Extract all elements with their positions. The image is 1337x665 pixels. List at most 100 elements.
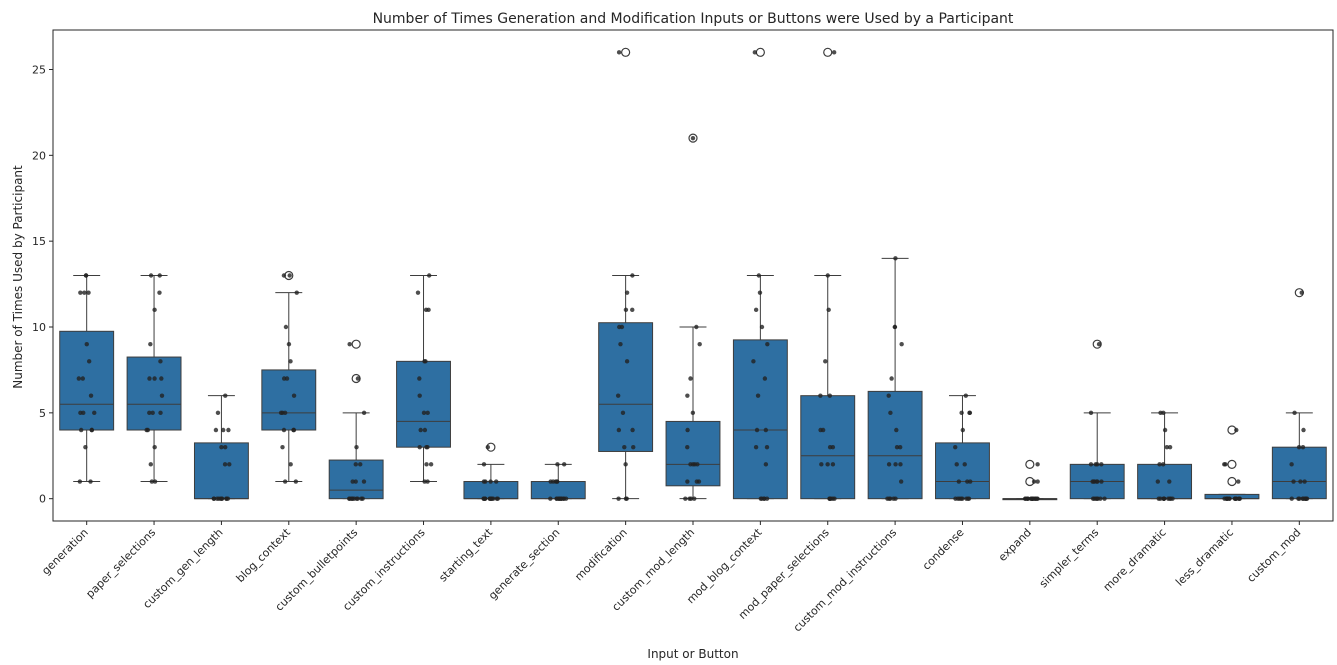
data-point	[1233, 496, 1238, 501]
data-point	[953, 444, 958, 450]
data-point	[358, 462, 363, 467]
data-point	[353, 479, 358, 484]
box	[396, 360, 451, 448]
data-point	[227, 462, 232, 467]
data-point	[624, 496, 629, 501]
data-point	[630, 427, 635, 433]
data-point	[763, 427, 769, 433]
data-point	[148, 273, 154, 278]
data-point	[147, 410, 152, 416]
box-group-expand	[1002, 459, 1058, 501]
data-point	[80, 376, 85, 381]
x-tick-label: less_dramatic	[1173, 526, 1236, 589]
box-group-blog_context	[261, 270, 317, 484]
box-group-custom_gen_length	[193, 393, 249, 501]
data-point	[893, 256, 898, 261]
data-point	[1296, 496, 1301, 501]
data-point	[886, 462, 892, 467]
data-point	[832, 496, 837, 501]
data-point	[893, 462, 898, 467]
data-point	[422, 479, 427, 484]
data-point	[827, 393, 833, 398]
x-tick-label: starting_text	[436, 525, 495, 584]
data-point	[818, 393, 823, 398]
data-point	[1157, 462, 1162, 467]
data-point	[423, 359, 428, 364]
data-point	[481, 479, 487, 484]
data-point	[89, 427, 94, 433]
data-point	[354, 444, 359, 450]
data-point	[955, 496, 961, 501]
data-point	[1302, 479, 1307, 484]
data-point	[86, 290, 91, 295]
box-group-mod_blog_context	[732, 47, 788, 501]
data-point	[1030, 496, 1036, 501]
box	[126, 356, 182, 431]
data-point	[211, 496, 216, 501]
data-point	[888, 410, 893, 416]
data-point	[214, 496, 220, 501]
data-point	[694, 324, 699, 330]
data-point	[825, 462, 830, 467]
data-point	[1099, 479, 1104, 484]
data-point	[894, 427, 899, 433]
data-point	[1223, 462, 1228, 467]
data-point	[350, 496, 355, 501]
data-point	[753, 444, 759, 450]
data-point	[559, 496, 564, 501]
data-point	[967, 410, 973, 416]
data-point	[417, 444, 422, 450]
data-point	[898, 462, 903, 467]
y-axis-title: Number of Times Used by Participant	[11, 165, 25, 389]
box	[59, 330, 115, 431]
data-point	[481, 462, 487, 467]
data-point	[831, 50, 837, 55]
data-point	[1092, 496, 1097, 501]
data-point	[683, 496, 688, 501]
data-point	[695, 462, 700, 467]
data-point	[223, 393, 228, 398]
data-point	[954, 462, 959, 467]
data-point	[1023, 496, 1028, 501]
data-point	[962, 462, 967, 467]
data-point	[361, 479, 367, 484]
data-point	[752, 50, 758, 55]
data-point	[92, 410, 97, 416]
data-point	[355, 496, 360, 501]
data-point	[619, 324, 625, 330]
data-point	[759, 324, 765, 330]
data-point	[630, 307, 635, 313]
data-point	[81, 410, 86, 416]
outlier-marker	[351, 373, 361, 384]
data-point	[494, 496, 500, 501]
data-point	[1161, 496, 1167, 501]
data-point	[616, 427, 622, 433]
data-point	[623, 307, 629, 313]
data-point	[1289, 462, 1294, 467]
box-group-custom_mod_length	[665, 133, 721, 501]
outlier-marker	[688, 133, 698, 143]
data-point	[688, 376, 693, 381]
data-point	[159, 376, 164, 381]
outlier-marker	[755, 47, 765, 57]
data-point	[1167, 479, 1172, 484]
x-tick-label: more_dramatic	[1101, 526, 1169, 594]
y-tick-label: 0	[39, 493, 46, 506]
data-point	[1095, 462, 1100, 467]
data-point	[84, 341, 89, 347]
data-point	[687, 496, 692, 501]
data-point	[820, 427, 826, 433]
data-point	[1034, 496, 1040, 501]
data-point	[1234, 427, 1239, 433]
box-group-custom_instructions	[396, 273, 451, 484]
outlier-marker	[351, 339, 361, 349]
y-tick-label: 10	[32, 321, 46, 334]
box	[800, 395, 856, 500]
data-point	[88, 479, 93, 484]
x-tick-label: expand	[996, 526, 1034, 564]
data-point	[424, 462, 429, 467]
data-point	[222, 462, 228, 467]
chart-title: Number of Times Generation and Modificat…	[373, 11, 1014, 27]
data-point	[892, 324, 898, 330]
